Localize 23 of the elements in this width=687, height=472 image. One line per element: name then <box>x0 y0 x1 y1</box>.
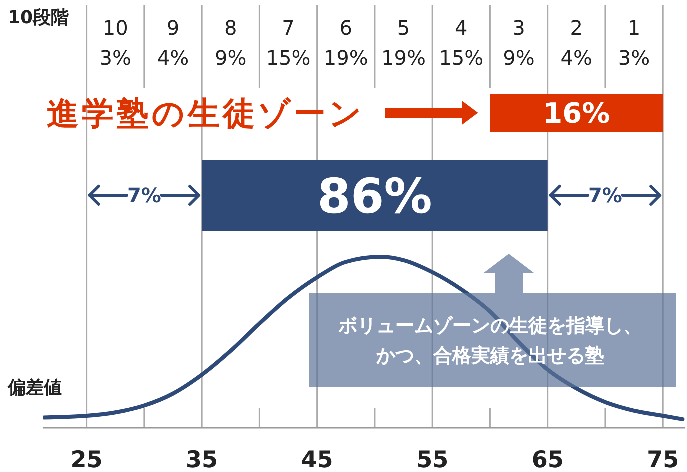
text: 5 19% <box>382 16 426 70</box>
text: 7% <box>588 184 622 208</box>
text: 10段階 <box>8 7 70 28</box>
text: 7 15% <box>266 16 311 70</box>
x-tick-label: 35 <box>186 447 218 472</box>
text: 10 3% <box>100 16 132 70</box>
text: 3 9% <box>503 16 535 70</box>
x-tick-label: 45 <box>301 447 334 472</box>
text: 8 9% <box>215 16 247 70</box>
text: 4 15% <box>439 16 484 70</box>
x-tick-label: 65 <box>532 447 564 472</box>
text: 進学塾の生徒ゾーン <box>47 94 366 133</box>
x-axis-title: 偏差値 <box>7 377 62 398</box>
text: 6 19% <box>324 16 368 70</box>
x-tick-label: 75 <box>647 447 680 472</box>
text: 9 4% <box>157 16 190 70</box>
text: 2 4% <box>560 16 593 70</box>
text: 16% <box>543 97 610 130</box>
x-tick-label: 55 <box>416 447 449 472</box>
text: 1 3% <box>618 16 650 70</box>
text: 86% <box>318 168 432 225</box>
text: 7% <box>127 184 162 208</box>
x-tick-label: 25 <box>70 447 103 472</box>
